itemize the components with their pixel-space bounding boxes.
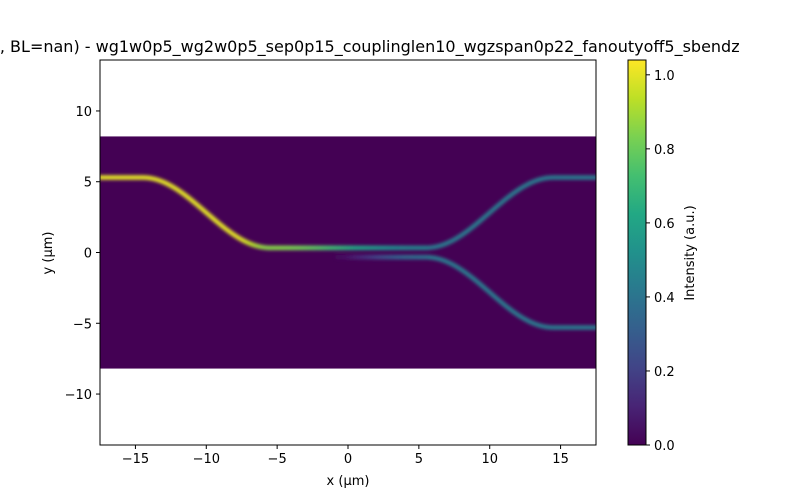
colorbar: [628, 60, 646, 445]
x-tick-label: −10: [193, 452, 220, 467]
x-tick-label: 15: [552, 452, 569, 467]
x-tick-label: 10: [481, 452, 498, 467]
x-tick-label: 5: [415, 452, 423, 467]
colorbar-ticks: 0.0 0.2 0.4 0.6 0.8 1.0: [646, 69, 675, 454]
colorbar-tick-label: 0.2: [654, 365, 675, 380]
x-axis-label: x (μm): [327, 474, 370, 489]
x-tick-label: 0: [344, 452, 352, 467]
chart-title: =nan, BL=nan) - wg1w0p5_wg2w0p5_sep0p15_…: [0, 37, 740, 57]
y-axis-ticks: 10 5 0 −5 −10: [65, 105, 100, 403]
colorbar-label: Intensity (a.u.): [683, 205, 698, 300]
x-tick-label: −5: [268, 452, 287, 467]
y-tick-label: −5: [73, 317, 92, 332]
colorbar-tick-label: 0.4: [654, 291, 675, 306]
plot-area: [100, 136, 596, 368]
y-axis-label: y (μm): [41, 232, 56, 275]
colorbar-tick-label: 0.6: [654, 217, 675, 232]
x-tick-label: −15: [122, 452, 149, 467]
y-tick-label: 5: [84, 176, 92, 191]
y-tick-label: 10: [75, 105, 92, 120]
colorbar-tick-label: 1.0: [654, 69, 675, 84]
heatmap-background: [100, 136, 596, 368]
colorbar-tick-label: 0.0: [654, 439, 675, 454]
y-tick-label: 0: [84, 247, 92, 262]
colorbar-tick-label: 0.8: [654, 143, 675, 158]
y-tick-label: −10: [65, 388, 92, 403]
x-axis-ticks: −15 −10 −5 0 5 10 15: [122, 445, 569, 467]
